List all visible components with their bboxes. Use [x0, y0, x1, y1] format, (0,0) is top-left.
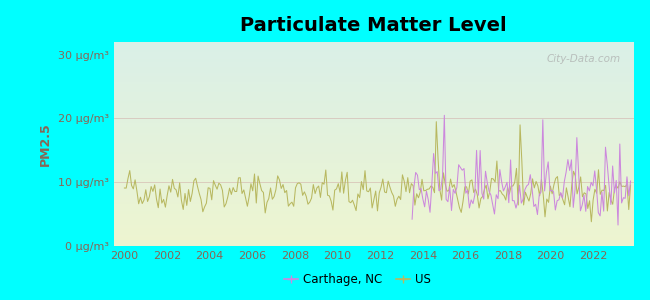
Title: Particulate Matter Level: Particulate Matter Level	[240, 16, 507, 35]
Text: City-Data.com: City-Data.com	[547, 54, 621, 64]
Legend: Carthage, NC, US: Carthage, NC, US	[280, 269, 436, 291]
Y-axis label: PM2.5: PM2.5	[39, 122, 52, 166]
